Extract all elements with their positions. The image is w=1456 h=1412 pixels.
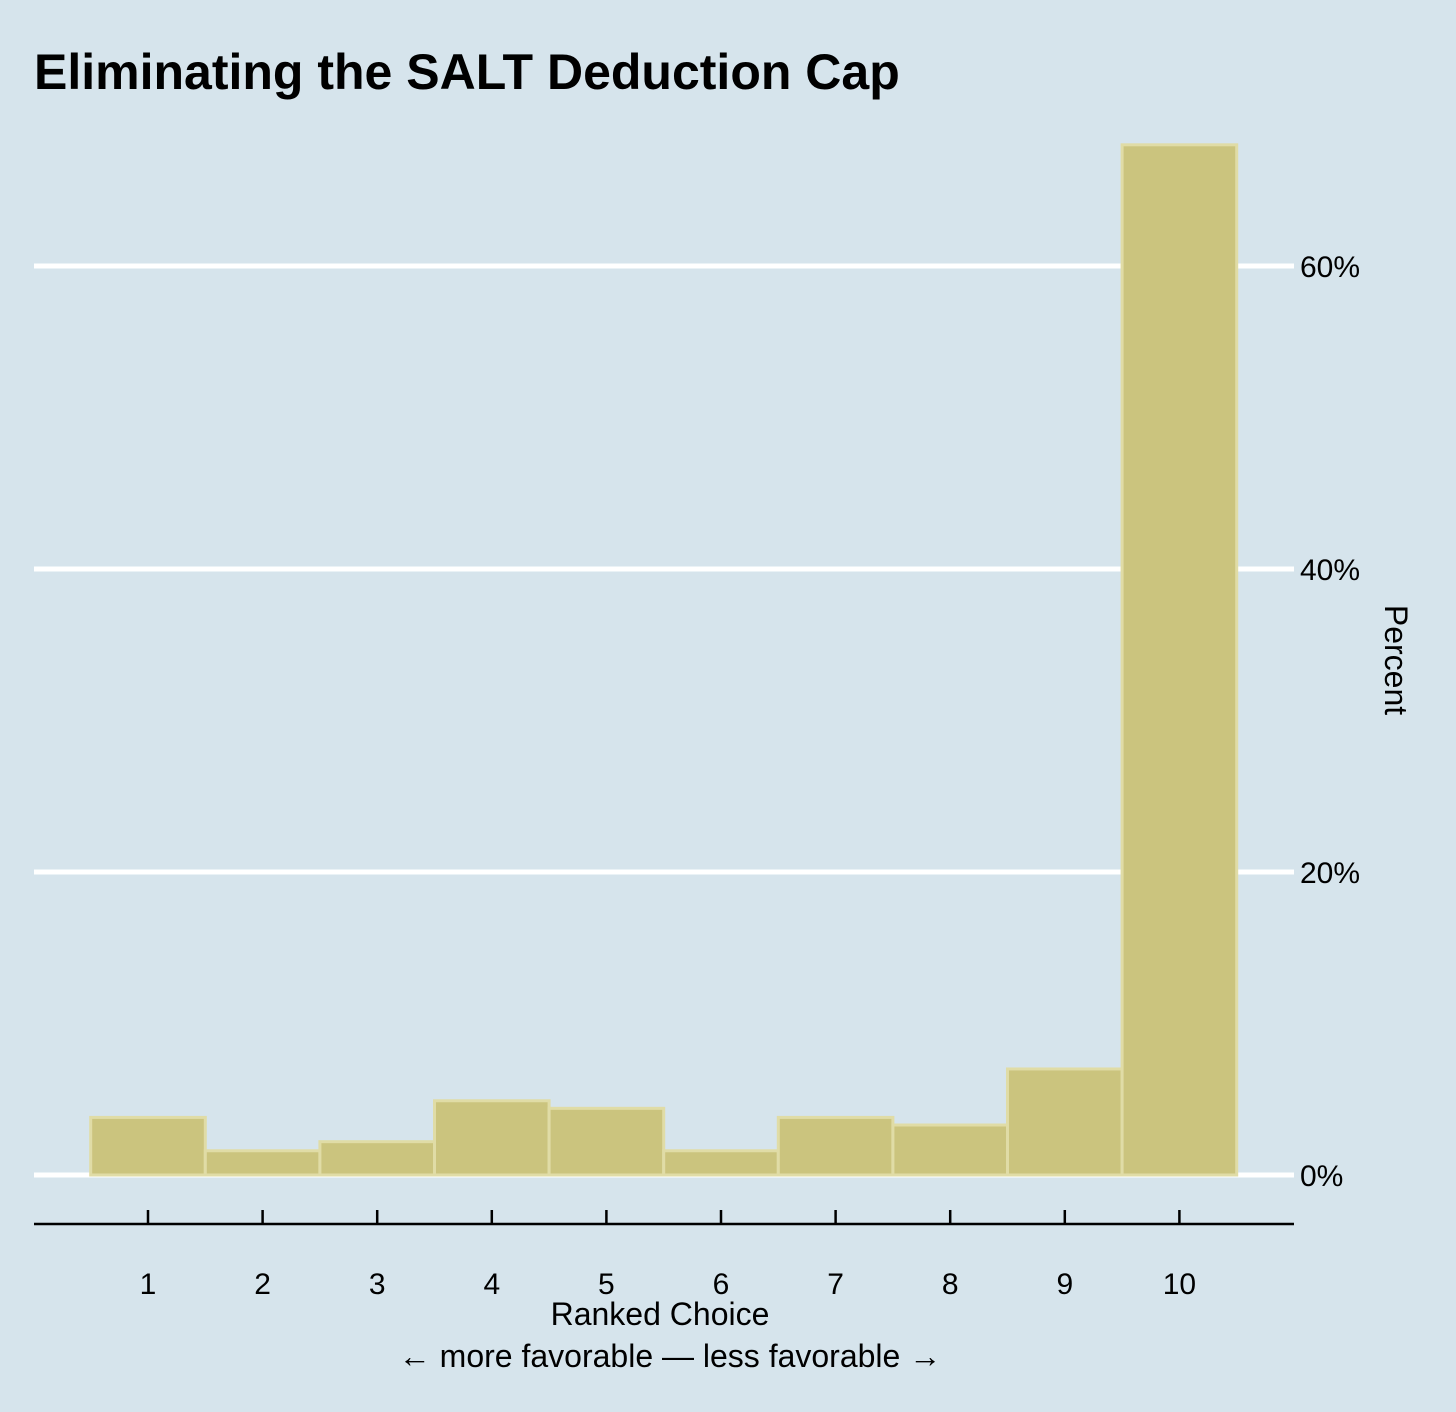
bar <box>1120 143 1239 1177</box>
x-axis: 1 2 3 4 5 6 7 8 9 10 <box>34 1210 1294 1301</box>
bar <box>547 1106 666 1177</box>
bar <box>203 1149 322 1177</box>
x-axis-label: Ranked Choice <box>551 1296 770 1332</box>
bar <box>89 1115 207 1177</box>
x-tick-label: 6 <box>713 1268 730 1301</box>
bar <box>1006 1067 1124 1177</box>
x-tick-label: 4 <box>483 1268 500 1301</box>
x-tick-label: 3 <box>369 1268 386 1301</box>
bar <box>662 1149 780 1177</box>
bars <box>89 143 1239 1177</box>
y-tick-label: 40% <box>1300 554 1360 587</box>
y-axis-ticks: 0% 20% 40% 60% <box>1300 251 1360 1193</box>
bar <box>433 1099 551 1177</box>
x-tick-label: 8 <box>942 1268 959 1301</box>
bar <box>318 1140 436 1177</box>
x-tick-label: 7 <box>827 1268 844 1301</box>
y-tick-label: 20% <box>1300 857 1360 890</box>
chart-title: Eliminating the SALT Deduction Cap <box>34 44 900 100</box>
x-tick-label: 2 <box>254 1268 271 1301</box>
x-tick-label: 1 <box>140 1268 157 1301</box>
x-tick-label: 10 <box>1163 1268 1196 1301</box>
x-axis-ticks: 1 2 3 4 5 6 7 8 9 10 <box>140 1210 1196 1301</box>
y-axis-label: Percent <box>1378 605 1414 715</box>
y-tick-label: 0% <box>1300 1160 1343 1193</box>
bar <box>891 1123 1010 1177</box>
y-tick-label: 60% <box>1300 251 1360 284</box>
x-tick-label: 9 <box>1056 1268 1073 1301</box>
x-axis-direction-label: ← more favorable — less favorable → <box>399 1338 941 1374</box>
bar <box>776 1115 895 1177</box>
x-tick-label: 5 <box>598 1268 615 1301</box>
